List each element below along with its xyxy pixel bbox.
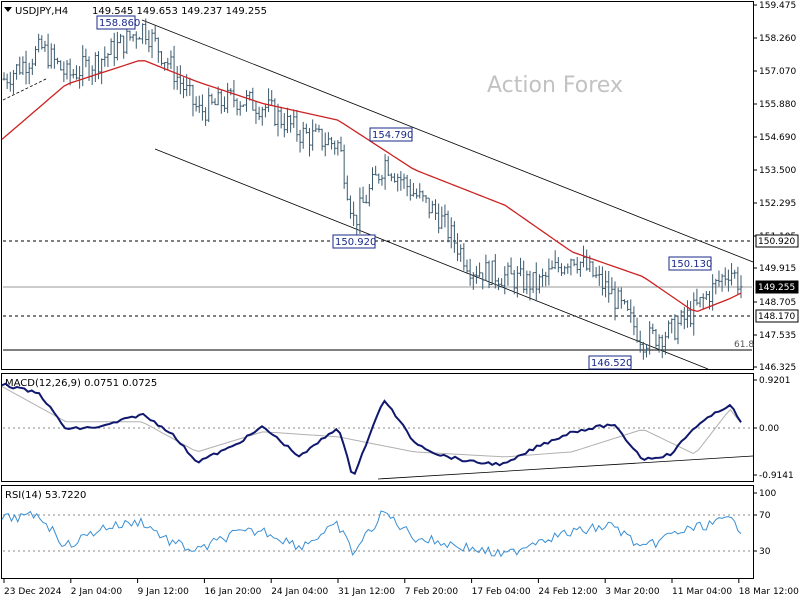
collapse-triangle-icon[interactable] bbox=[4, 7, 12, 12]
horizontal-levels: 150.920 149.255 148.170 61.8 bbox=[3, 234, 799, 351]
rsi-panel-frame bbox=[1, 485, 754, 579]
price-tick-label: 158.260 bbox=[759, 34, 796, 44]
price-channel bbox=[2, 19, 754, 370]
price-tick-label: 152.295 bbox=[759, 199, 796, 209]
time-tick-label: 31 Jan 12:00 bbox=[338, 587, 395, 597]
time-tick-label: 24 Jan 04:00 bbox=[271, 587, 328, 597]
macd-layer: 0.9201 0.00 -0.9141 bbox=[1, 376, 794, 481]
time-tick-label: 17 Feb 04:00 bbox=[472, 587, 531, 597]
fib-label: 61.8 bbox=[734, 340, 754, 350]
channel-lower-line bbox=[154, 148, 709, 370]
rsi-tick-label: 70 bbox=[759, 511, 771, 521]
rsi-tick-label: 100 bbox=[759, 489, 776, 499]
level-price-label: 148.170 bbox=[758, 312, 795, 322]
ohlc-readout: 149.545 149.653 149.237 149.255 bbox=[92, 6, 267, 17]
macd-line bbox=[1, 382, 742, 475]
price-annotation-label: 158.860 bbox=[99, 18, 140, 29]
rsi-header: RSI(14) 53.7220 bbox=[5, 490, 86, 501]
price-annotation-label: 150.130 bbox=[671, 259, 712, 270]
watermark: Action Forex bbox=[487, 73, 623, 98]
price-annotation-label: 154.790 bbox=[372, 130, 413, 141]
level-price-label: 150.920 bbox=[758, 237, 795, 247]
time-tick-label: 24 Feb 12:00 bbox=[538, 587, 597, 597]
price-tick-label: 146.325 bbox=[759, 363, 796, 373]
time-tick-label: 11 Mar 04:00 bbox=[672, 587, 732, 597]
price-tick-label: 154.690 bbox=[759, 133, 796, 143]
level-price-label: 149.255 bbox=[758, 283, 795, 293]
macd-tick-label: 0.9201 bbox=[759, 376, 791, 386]
price-annotation-box bbox=[588, 355, 632, 370]
price-tick-label: 147.535 bbox=[759, 331, 796, 341]
price-tick-label: 157.070 bbox=[759, 67, 796, 77]
price-annotation-label: 146.520 bbox=[591, 358, 632, 369]
time-tick-label: 2 Jan 04:00 bbox=[71, 587, 123, 597]
price-annotation-box bbox=[332, 234, 376, 249]
macd-header: MACD(12,26,9) 0.0751 0.0725 bbox=[5, 378, 157, 389]
time-tick-label: 18 Mar 12:00 bbox=[739, 587, 799, 597]
level-price-box bbox=[755, 280, 799, 294]
price-annotation-box bbox=[96, 15, 136, 30]
time-axis: 23 Dec 2024 2 Jan 04:00 9 Jan 12:00 16 Jan … bbox=[3, 579, 799, 597]
chart-header: USDJPY,H4 149.545 149.653 149.237 149.25… bbox=[4, 6, 267, 17]
rsi-line bbox=[1, 510, 742, 558]
time-tick-label: 16 Jan 20:00 bbox=[204, 587, 261, 597]
macd-signal-line bbox=[1, 386, 742, 458]
price-series bbox=[1, 18, 743, 360]
trend-line-dashed bbox=[2, 77, 49, 101]
level-price-box bbox=[755, 309, 799, 323]
price-panel-frame bbox=[1, 1, 754, 370]
time-tick-label: 3 Mar 20:00 bbox=[605, 587, 660, 597]
macd-tick-label: 0.00 bbox=[759, 424, 779, 434]
time-tick-label: 7 Feb 20:00 bbox=[405, 587, 459, 597]
price-annotation-box bbox=[369, 127, 413, 142]
price-annotations: 158.860 154.790 150.920 150.130 146.520 bbox=[96, 15, 712, 370]
moving-average-line bbox=[1, 60, 742, 313]
level-price-box bbox=[755, 234, 799, 248]
price-tick-label: 149.915 bbox=[759, 264, 796, 274]
time-tick-label: 23 Dec 2024 bbox=[4, 587, 62, 597]
symbol-label: USDJPY,H4 bbox=[15, 6, 68, 17]
channel-upper-line bbox=[141, 19, 754, 263]
price-annotation-box bbox=[668, 256, 712, 271]
rsi-layer: 100 70 30 bbox=[1, 489, 776, 558]
price-tick-label: 159.475 bbox=[759, 1, 796, 11]
macd-support-line bbox=[377, 455, 754, 480]
price-tick-label: 155.880 bbox=[759, 100, 796, 110]
price-tick-label: 153.500 bbox=[759, 166, 796, 176]
time-tick-label: 9 Jan 12:00 bbox=[138, 587, 190, 597]
price-annotation-label: 150.920 bbox=[335, 237, 376, 248]
macd-tick-label: -0.9141 bbox=[759, 471, 794, 481]
rsi-tick-label: 30 bbox=[759, 547, 771, 557]
price-tick-label: 148.705 bbox=[759, 298, 796, 308]
